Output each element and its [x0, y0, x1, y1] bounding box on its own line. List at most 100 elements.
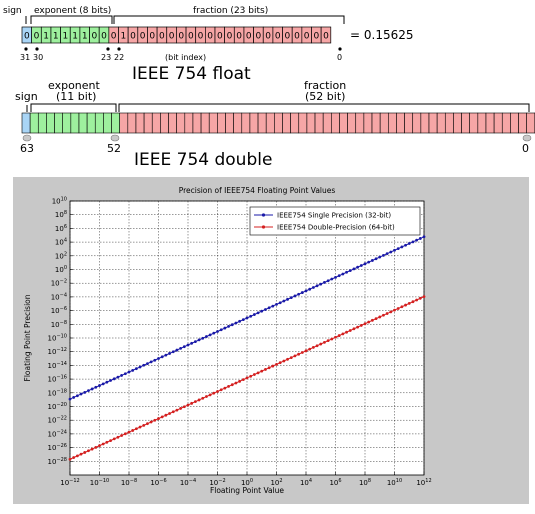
- series-point-0: [127, 370, 131, 374]
- series-point-1: [179, 407, 183, 410]
- double-bit-cell: [428, 112, 438, 134]
- chart-panel: Precision of IEEE754 Floating Point Valu…: [13, 177, 529, 504]
- double-index-63: 63: [20, 142, 34, 155]
- series-point-1: [205, 395, 208, 398]
- float-bit-value: 1: [120, 32, 126, 42]
- y-tick-label: 10−28: [48, 457, 67, 466]
- series-point-0: [370, 259, 374, 262]
- float-marker-30: [35, 47, 39, 51]
- series-point-0: [252, 313, 256, 316]
- double-bit-cell: [119, 112, 129, 134]
- series-point-0: [385, 252, 389, 256]
- series-point-0: [116, 375, 120, 379]
- y-tick-label: 1010: [52, 197, 67, 206]
- double-bit-cell: [461, 112, 470, 134]
- series-point-1: [171, 410, 175, 414]
- series-point-1: [393, 308, 396, 312]
- series-point-1: [138, 425, 142, 429]
- y-tick-label: 10−12: [48, 347, 67, 356]
- x-tick-label: 1012: [416, 478, 431, 487]
- series-point-0: [197, 338, 201, 342]
- double-bit-cell: [282, 112, 291, 134]
- float-diagram: sign exponent (8 bits) fraction (23 bits…: [3, 6, 414, 80]
- series-point-1: [278, 361, 282, 365]
- series-point-0: [190, 341, 194, 345]
- float-index-30: 30: [33, 53, 43, 62]
- series-point-1: [116, 435, 120, 439]
- float-bit-value: 0: [169, 32, 175, 42]
- series-point-1: [363, 322, 367, 326]
- series-point-0: [378, 255, 382, 259]
- float-bit-value: 0: [92, 32, 98, 42]
- series-point-1: [68, 457, 72, 461]
- series-point-1: [293, 354, 297, 358]
- series-point-0: [352, 267, 356, 271]
- float-bit-value: 1: [82, 32, 88, 42]
- legend-box: [249, 206, 421, 236]
- series-point-0: [341, 272, 345, 276]
- y-tick-label: 10−26: [48, 443, 67, 452]
- series-point-1: [142, 423, 146, 427]
- double-bit-cell: [168, 112, 177, 134]
- double-bit-cell: [322, 112, 332, 134]
- series-point-1: [241, 378, 245, 382]
- double-bit-cell: [510, 112, 519, 134]
- double-bit-cell: [241, 112, 251, 134]
- float-bit-value: 0: [217, 32, 223, 42]
- series-point-1: [134, 427, 138, 431]
- series-point-0: [90, 387, 94, 391]
- y-tick-label: 10−4: [51, 292, 67, 301]
- x-tick-label: 104: [300, 478, 312, 487]
- double-bit-cell: [485, 112, 495, 134]
- float-sign-header: sign: [3, 6, 22, 16]
- y-tick-label: 104: [55, 238, 67, 247]
- double-bit-cell: [379, 112, 389, 134]
- float-bit-value: 1: [53, 32, 59, 42]
- legend-marker-double: [261, 225, 266, 229]
- series-point-1: [374, 317, 378, 321]
- series-point-0: [367, 260, 371, 264]
- y-tick-label: 106: [55, 224, 67, 233]
- series-point-1: [300, 351, 304, 354]
- float-bit-value: 0: [149, 32, 155, 42]
- series-point-0: [146, 362, 149, 365]
- double-bit-cell: [444, 112, 454, 134]
- series-point-0: [234, 321, 238, 325]
- series-point-0: [334, 275, 337, 279]
- float-bit-value: 0: [188, 32, 194, 42]
- double-bit-cell: [249, 112, 259, 134]
- float-bit-value: 0: [159, 32, 165, 42]
- series-point-0: [131, 368, 135, 372]
- series-point-0: [271, 304, 275, 308]
- series-point-1: [153, 418, 157, 422]
- series-point-0: [175, 348, 179, 352]
- series-point-0: [374, 257, 378, 261]
- series-point-0: [227, 324, 230, 328]
- series-point-0: [120, 374, 124, 377]
- double-fraction-bits-header: (52 bit): [305, 90, 345, 103]
- double-bit-cell: [225, 112, 234, 134]
- series-point-1: [146, 422, 149, 426]
- series-point-1: [168, 412, 171, 415]
- series-point-0: [345, 270, 348, 274]
- double-bit-cell: [526, 112, 535, 134]
- series-point-0: [238, 319, 242, 323]
- series-point-1: [112, 437, 116, 441]
- double-bit-cell: [151, 112, 161, 134]
- legend-label-double: IEEE754 Double-Precision (64-bit): [277, 224, 395, 232]
- series-point-1: [319, 342, 323, 346]
- series-point-0: [418, 237, 422, 240]
- y-axis-label: Floating Point Precision: [23, 294, 32, 381]
- y-tick-label: 102: [55, 251, 67, 260]
- series-point-1: [330, 337, 334, 341]
- series-point-1: [193, 400, 197, 404]
- series-point-1: [249, 374, 253, 378]
- float-marker-22: [117, 47, 121, 51]
- series-point-0: [282, 299, 286, 303]
- series-point-1: [345, 330, 348, 334]
- series-point-0: [422, 235, 426, 239]
- series-point-0: [208, 333, 212, 337]
- series-point-1: [352, 327, 356, 331]
- x-tick-label: 1010: [387, 478, 402, 487]
